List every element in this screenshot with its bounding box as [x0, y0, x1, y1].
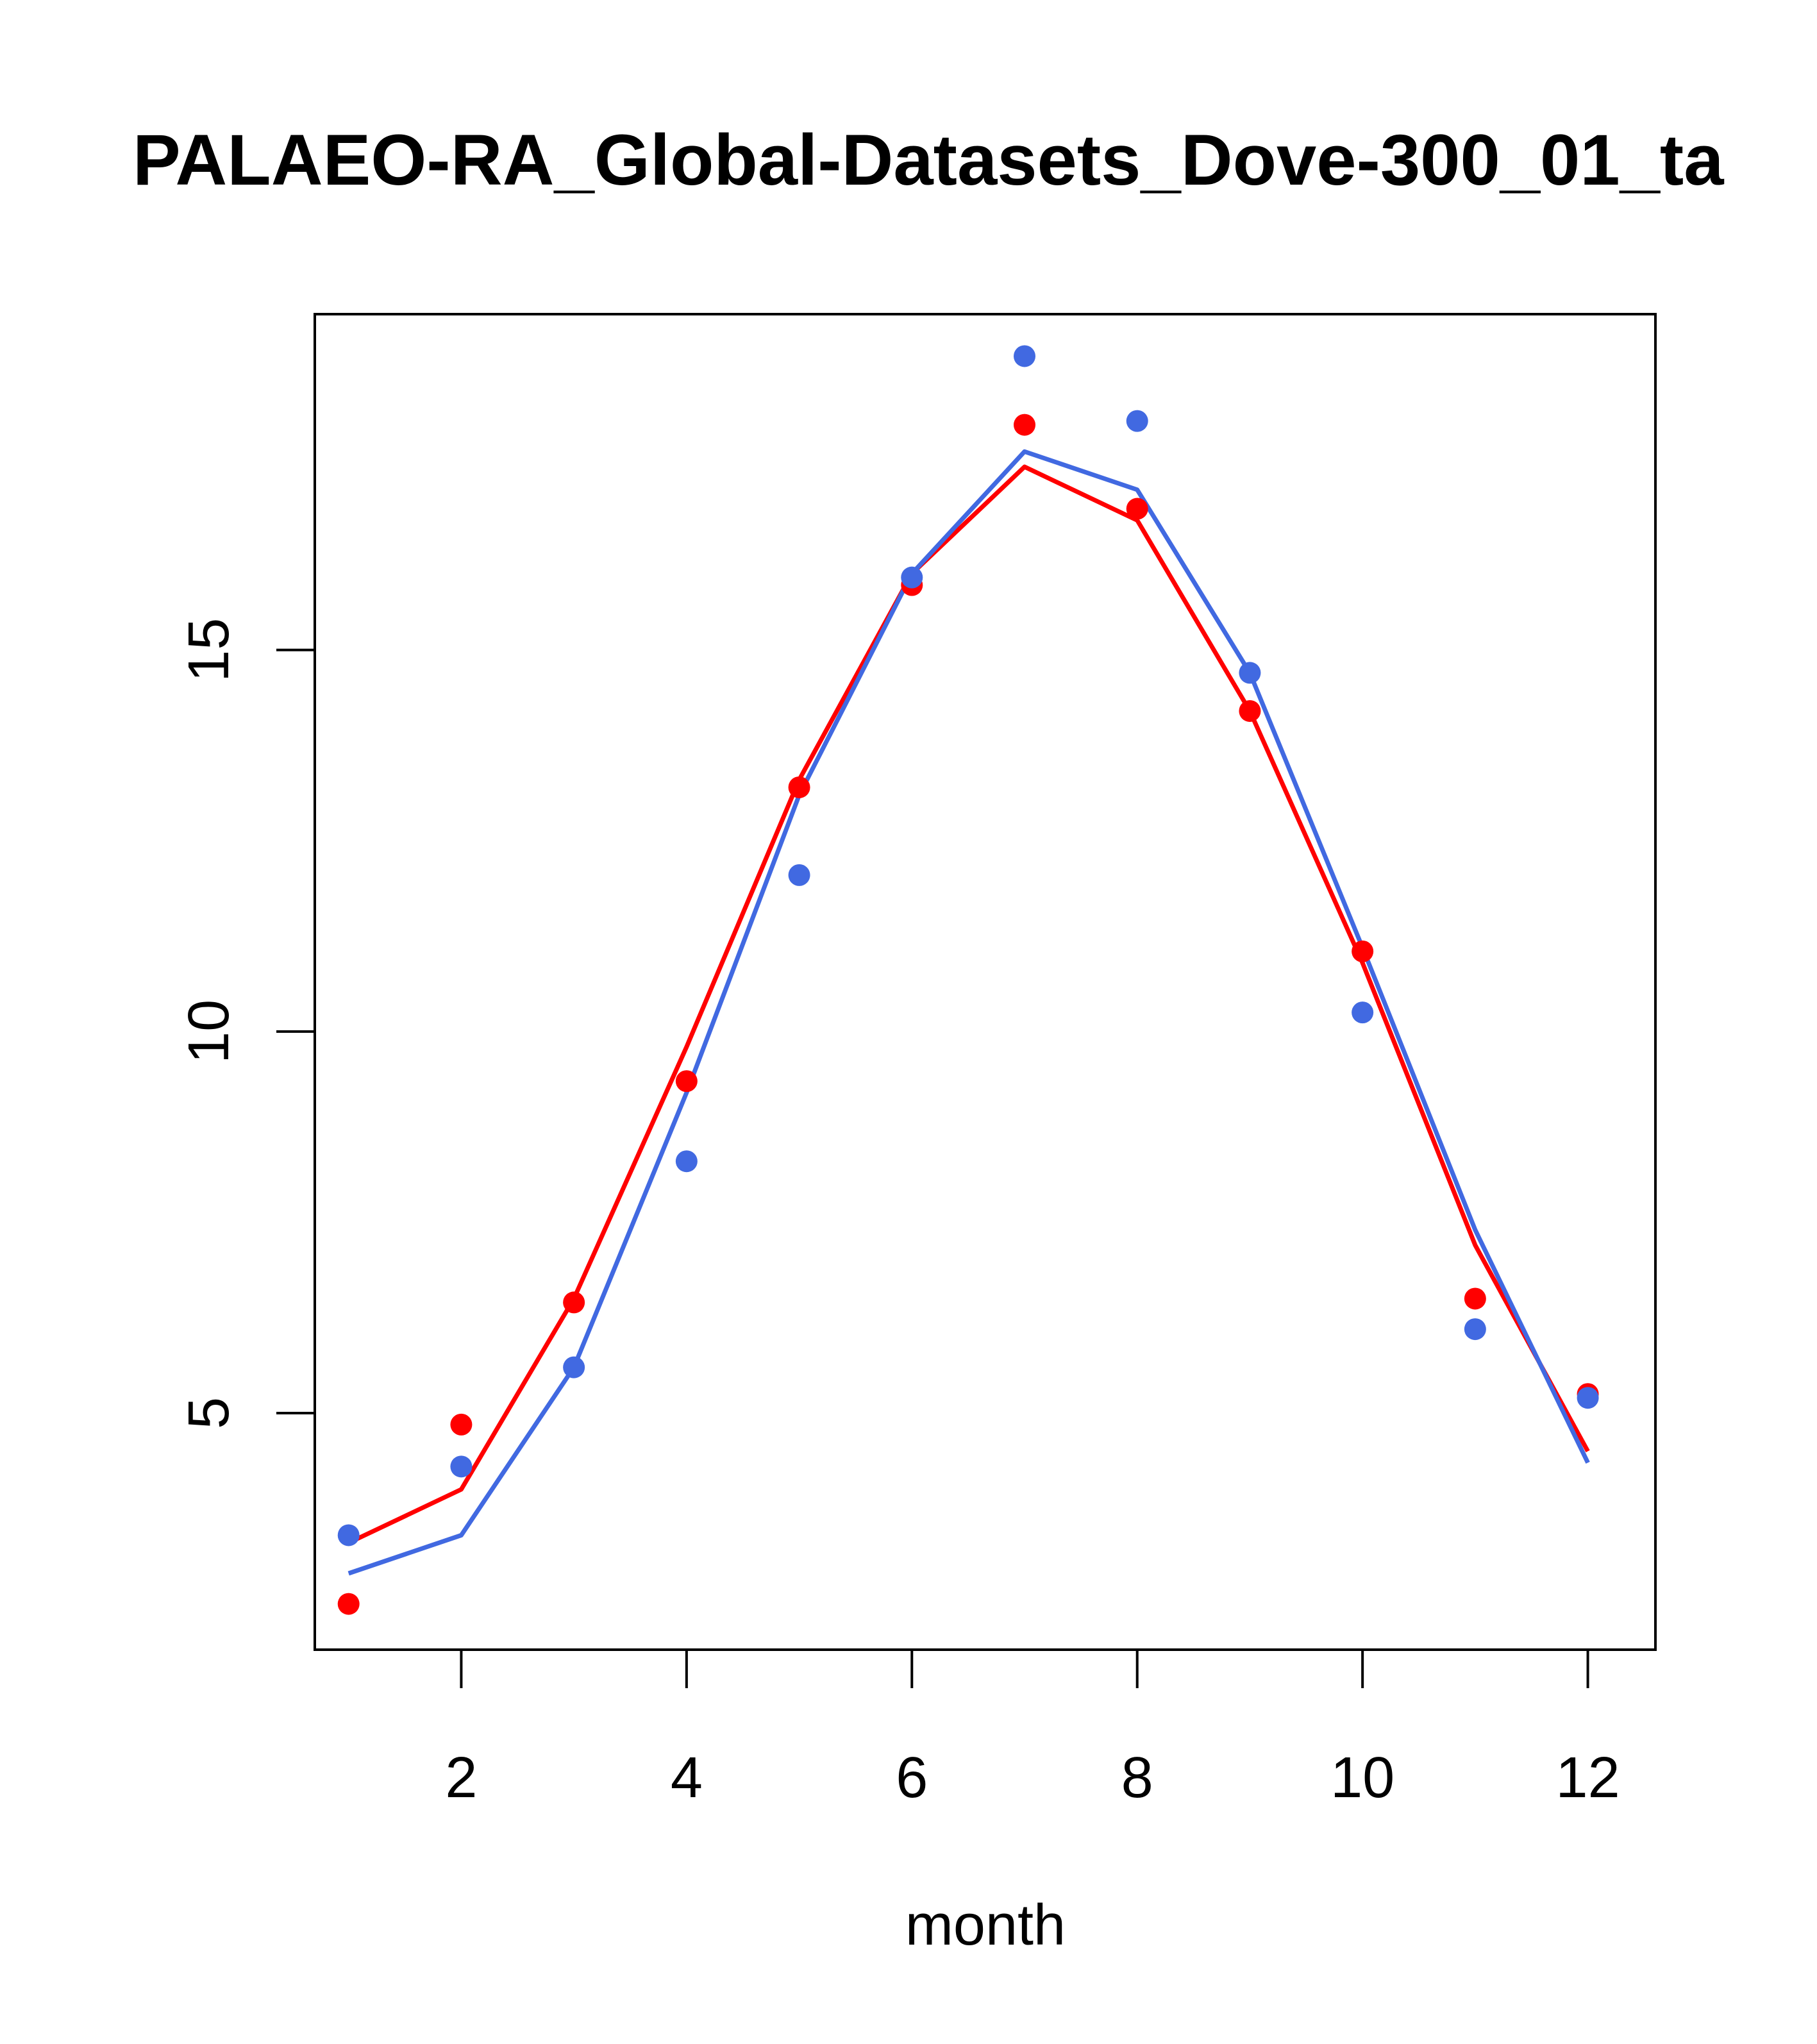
series-point-2 [1577, 1387, 1599, 1409]
series-point-2 [1352, 1001, 1374, 1024]
x-tick-label: 10 [1330, 1746, 1394, 1810]
series-point-1 [337, 1593, 360, 1615]
series-point-2 [1126, 410, 1148, 432]
plot-area [337, 345, 1599, 1615]
series-point-2 [1239, 662, 1261, 684]
y-tick-label: 5 [177, 1397, 241, 1429]
x-tick-label: 6 [896, 1746, 928, 1810]
series-point-1 [450, 1413, 473, 1436]
series-point-2 [675, 1150, 698, 1173]
chart-title: PALAEO-RA_Global-Datasets_Dove-300_01_ta [133, 120, 1724, 200]
series-point-1 [1014, 414, 1035, 436]
series-point-2 [1464, 1318, 1486, 1341]
series-point-1 [1239, 699, 1261, 722]
series-point-2 [563, 1356, 585, 1378]
x-tick-label: 2 [445, 1746, 477, 1810]
x-axis-label: month [905, 1893, 1066, 1957]
x-tick-label: 8 [1121, 1746, 1153, 1810]
series-point-1 [1464, 1287, 1486, 1310]
series-point-1 [788, 776, 810, 798]
series-point-2 [788, 864, 810, 886]
series-point-1 [563, 1291, 585, 1314]
x-tick-label: 12 [1556, 1746, 1620, 1810]
series-point-2 [450, 1455, 473, 1478]
plot-frame [314, 313, 1657, 1651]
series-point-2 [901, 566, 923, 589]
x-tick-label: 4 [671, 1746, 703, 1810]
series-point-1 [1352, 940, 1374, 962]
series-point-2 [337, 1524, 360, 1546]
series-line-2 [347, 449, 1590, 1576]
series-point-1 [1126, 498, 1148, 520]
series-line-1 [347, 464, 1590, 1545]
y-tick-label: 10 [177, 1000, 241, 1064]
series-point-2 [1014, 345, 1035, 367]
axes: 2 4 6 8 10 12 5 10 15 [177, 313, 1657, 1810]
series-point-1 [675, 1070, 698, 1093]
y-tick-label: 15 [177, 618, 241, 682]
